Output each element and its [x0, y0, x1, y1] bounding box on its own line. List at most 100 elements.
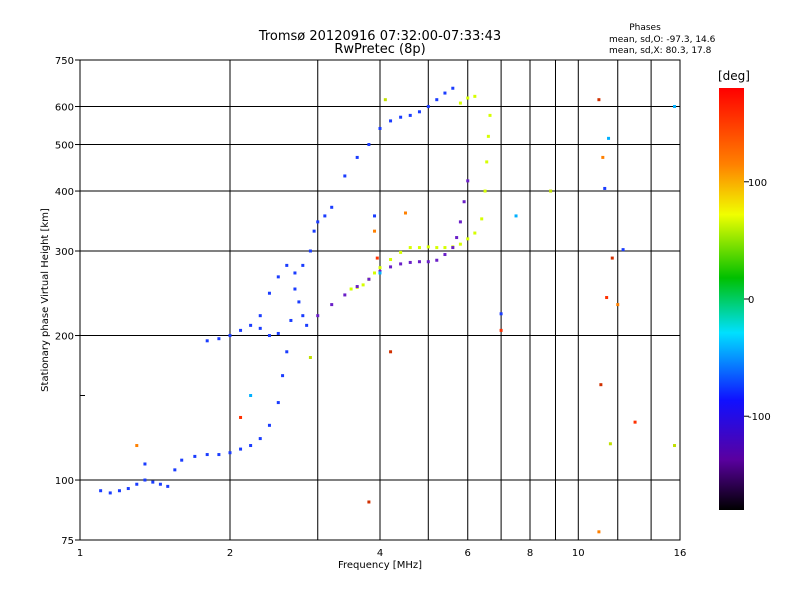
data-point	[389, 265, 393, 269]
data-point	[605, 296, 609, 300]
data-point	[355, 155, 359, 159]
data-point	[458, 101, 462, 105]
data-point	[549, 189, 553, 193]
data-point	[285, 263, 289, 267]
data-point	[239, 415, 243, 419]
data-point	[673, 105, 677, 109]
data-point	[389, 119, 393, 123]
data-point	[297, 300, 301, 304]
data-point	[249, 394, 253, 398]
data-point	[293, 287, 297, 291]
data-point	[258, 314, 262, 318]
data-point	[373, 229, 377, 233]
colorbar-label: [deg]	[718, 69, 750, 83]
data-point	[258, 326, 262, 330]
data-point	[443, 246, 447, 250]
data-point	[308, 249, 312, 253]
data-point	[330, 303, 334, 307]
data-point	[301, 263, 305, 267]
x-tick-label: 4	[377, 548, 383, 559]
data-point	[228, 334, 232, 338]
data-point	[373, 271, 377, 275]
data-point	[408, 246, 412, 250]
data-point	[239, 328, 243, 332]
data-point	[499, 328, 503, 332]
data-point	[599, 383, 603, 387]
data-point	[403, 211, 407, 215]
data-point	[135, 444, 139, 448]
data-point	[514, 214, 518, 218]
data-point	[108, 491, 112, 495]
data-point	[621, 248, 625, 252]
data-point	[435, 98, 439, 102]
data-point	[383, 98, 387, 102]
data-point	[330, 205, 334, 209]
data-point	[249, 323, 253, 327]
data-point	[375, 256, 379, 260]
data-point	[417, 246, 421, 250]
data-point	[451, 246, 455, 250]
data-point	[378, 126, 382, 130]
data-point	[205, 453, 209, 457]
data-point	[285, 350, 289, 354]
data-point	[451, 86, 455, 90]
data-point	[399, 250, 403, 254]
data-point	[473, 231, 477, 235]
data-point	[349, 287, 353, 291]
x-tick-label: 16	[674, 548, 687, 559]
data-point	[378, 266, 382, 270]
colorbar-tick-label: -100	[748, 412, 771, 423]
data-point	[312, 229, 316, 233]
data-point	[417, 260, 421, 264]
y-tick-label: 400	[55, 187, 74, 198]
data-point	[316, 314, 320, 318]
data-point	[499, 312, 503, 316]
data-point	[399, 115, 403, 119]
data-point	[399, 262, 403, 266]
data-point	[258, 437, 262, 441]
data-point	[367, 143, 371, 147]
data-point	[458, 220, 462, 224]
data-point	[673, 444, 677, 448]
data-point	[367, 277, 371, 281]
legend-line-x: mean, sd,X: 80.3, 17.8	[609, 46, 712, 56]
data-point	[217, 337, 221, 341]
data-point	[267, 334, 271, 338]
point-layer	[99, 86, 677, 534]
data-point	[389, 258, 393, 262]
legend-title: Phases	[629, 23, 661, 33]
data-point	[316, 220, 320, 224]
data-point	[361, 283, 365, 287]
chart-title: Tromsø 20120916 07:32:00-07:33:43	[258, 29, 501, 44]
data-point	[378, 269, 382, 273]
data-point	[267, 423, 271, 427]
data-point	[435, 246, 439, 250]
data-point	[151, 480, 155, 484]
data-point	[373, 214, 377, 218]
y-tick-label: 100	[55, 476, 74, 487]
data-point	[378, 271, 382, 275]
data-point	[276, 401, 280, 405]
colorbar-tick-label: 0	[748, 295, 754, 306]
data-point	[458, 242, 462, 246]
data-point	[616, 303, 620, 307]
data-point	[466, 237, 470, 241]
data-point	[343, 293, 347, 297]
data-point	[466, 179, 470, 183]
data-point	[355, 285, 359, 289]
y-axis-label: Stationary phase Virtual Height [km]	[40, 208, 51, 392]
data-point	[608, 442, 612, 446]
data-point	[193, 454, 197, 458]
data-point	[603, 186, 607, 190]
grid-layer	[80, 60, 680, 540]
data-point	[180, 458, 184, 462]
data-point	[426, 105, 430, 109]
data-point	[99, 489, 103, 493]
data-point	[267, 291, 271, 295]
data-point	[217, 453, 221, 457]
legend-line-o: mean, sd,O: -97.3, 14.6	[609, 35, 716, 45]
data-point	[462, 200, 466, 204]
data-point	[281, 374, 285, 378]
data-point	[473, 94, 477, 98]
